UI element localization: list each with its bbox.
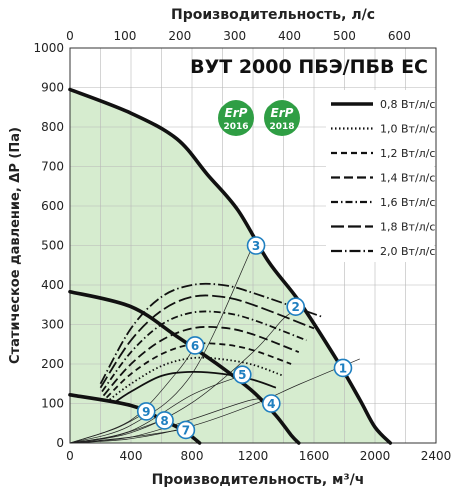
marker-7: 7: [176, 420, 196, 440]
marker-label: 9: [142, 405, 150, 419]
marker-3: 3: [246, 236, 266, 255]
x-tick-label: 1200: [238, 449, 269, 463]
marker-label: 5: [238, 368, 246, 382]
y-tick-label: 500: [41, 239, 64, 253]
efficiency-curve-1: [109, 356, 284, 401]
marker-circle: [286, 297, 306, 317]
legend-label-0: 0,8 Вт/л/с: [380, 98, 435, 111]
legend-label-5: 1,8 Вт/л/с: [380, 221, 435, 234]
x-tick-label: 0: [66, 449, 74, 463]
erp-badge-circle: [218, 100, 254, 136]
x-tick-label: 2000: [360, 449, 391, 463]
y-tick-label: 1000: [33, 41, 64, 55]
marker-label: 4: [267, 397, 275, 411]
system-curve-1: [69, 358, 360, 444]
erp-badge-top: ErP: [225, 106, 248, 120]
marker-circle: [185, 336, 205, 355]
erp-badge-year: 2016: [223, 122, 248, 132]
efficiency-curve-3: [102, 325, 300, 397]
marker-circle: [136, 402, 156, 421]
y-tick-label: 0: [56, 436, 64, 450]
marker-9: 9: [136, 402, 156, 421]
erp-badge-2016: ErP 2016: [218, 98, 254, 136]
marker-circle: [176, 420, 196, 440]
bottom-axis-title: Производительность, м³/ч: [152, 472, 365, 488]
marker-label: 2: [292, 300, 300, 314]
marker-circle: [233, 365, 252, 384]
y-tick-label: 700: [41, 160, 64, 174]
chart-title: ВУТ 2000 ПБЭ/ПБВ ЕС: [190, 56, 428, 78]
erp-badge-2018: ErP 2018: [264, 98, 300, 136]
x2-tick-label: 0: [66, 29, 74, 43]
x-tick-label: 400: [120, 449, 143, 463]
x2-tick-label: 600: [388, 29, 411, 43]
y-tick-label: 200: [41, 357, 64, 371]
efficiency-curve-6: [99, 282, 322, 385]
efficiency-curve-5: [99, 294, 315, 389]
erp-badge-top: ErP: [271, 106, 294, 120]
legend-label-1: 1,0 Вт/л/с: [380, 123, 435, 136]
x2-tick-label: 200: [168, 29, 191, 43]
marker-circle: [246, 236, 266, 255]
x-tick-label: 800: [181, 449, 204, 463]
x2-tick-label: 100: [113, 29, 136, 43]
x-tick-label: 1600: [299, 449, 330, 463]
marker-label: 1: [339, 361, 347, 375]
legend-label-2: 1,2 Вт/л/с: [380, 147, 435, 160]
marker-circle: [261, 394, 281, 413]
x-tick-label: 2400: [421, 449, 452, 463]
marker-label: 3: [252, 239, 260, 253]
marker-label: 6: [191, 339, 199, 353]
legend: 0,8 Вт/л/с 1,0 Вт/л/с 1,2 Вт/л/с 1,4 Вт/л/с…: [326, 90, 435, 262]
legend-label-4: 1,6 Вт/л/с: [380, 196, 435, 209]
top-axis-title: Производительность, л/с: [171, 7, 375, 23]
x2-tick-label: 400: [278, 29, 301, 43]
operating-area-fill: [70, 89, 391, 443]
y-tick-label: 400: [41, 278, 64, 292]
plot-frame: [69, 47, 437, 444]
legend-label-3: 1,4 Вт/л/с: [380, 172, 435, 185]
marker-circle: [333, 358, 353, 378]
marker-4: 4: [261, 394, 281, 413]
marker-2: 2: [286, 297, 306, 317]
y-tick-label: 800: [41, 120, 64, 134]
erp-badge-swoosh: [267, 98, 297, 107]
marker-6: 6: [185, 336, 205, 355]
erp-badge-year: 2018: [269, 122, 294, 132]
x2-tick-label: 300: [223, 29, 246, 43]
marker-5: 5: [233, 365, 252, 384]
efficiency-curve-0: [115, 370, 277, 403]
marker-1: 1: [333, 358, 353, 378]
y-tick-label: 600: [41, 199, 64, 213]
y-tick-label: 100: [41, 397, 64, 411]
marker-circle: [155, 411, 174, 430]
system-curve-2: [69, 308, 299, 444]
marker-label: 7: [182, 423, 190, 437]
marker-label: 8: [160, 414, 168, 428]
fan-curve-max: [68, 87, 393, 445]
y-axis-title: Статическое давление, ΔP (Па): [8, 127, 23, 364]
system-curve-8: [69, 420, 162, 444]
y-tick-label: 900: [41, 81, 64, 95]
system-curve-7: [69, 428, 185, 444]
efficiency-curve-4: [101, 310, 307, 393]
marker-8: 8: [155, 411, 174, 430]
x2-tick-label: 500: [333, 29, 356, 43]
erp-badge-swoosh: [221, 98, 251, 107]
y-tick-label: 300: [41, 318, 64, 332]
legend-background: [326, 90, 434, 262]
system-curve-3: [69, 245, 254, 444]
legend-label-6: 2,0 Вт/л/с: [380, 245, 435, 258]
erp-badge-circle: [264, 100, 300, 136]
